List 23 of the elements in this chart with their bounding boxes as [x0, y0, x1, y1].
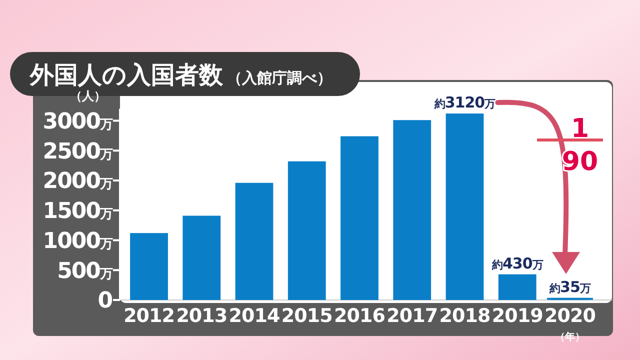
x-tick-label: 2013 — [176, 305, 228, 327]
x-tick-label: 2016 — [334, 305, 386, 327]
y-axis-title: （人） — [70, 89, 106, 103]
data-label: 約3120万 — [433, 94, 496, 112]
y-tick-label: 1500万 — [42, 199, 113, 224]
annotation: 1 — [570, 114, 590, 144]
chart-title: 外国人の入国者数 — [30, 61, 223, 89]
x-tick-label: 2018 — [439, 305, 490, 327]
y-tick-label: 2500万 — [42, 139, 113, 164]
x-tick-label: 2020 — [544, 305, 596, 327]
chart-subtitle: （入館庁調べ） — [227, 69, 332, 87]
y-tick-label: 3000万 — [42, 109, 113, 134]
data-label: 約430万 — [490, 254, 544, 272]
x-tick-label: 2014 — [228, 305, 280, 327]
x-tick-label: 2017 — [386, 305, 438, 327]
y-tick-label: 2000万 — [42, 169, 113, 194]
y-tick-label: 1000万 — [42, 228, 113, 254]
x-tick-label: 2019 — [492, 305, 543, 327]
y-tick-label: 500万 — [57, 258, 113, 284]
data-label: 約35万 — [548, 278, 591, 296]
x-tick-label: 2015 — [281, 305, 332, 327]
x-tick-label: 2012 — [124, 305, 174, 327]
y-tick-label: 0 — [98, 288, 113, 314]
